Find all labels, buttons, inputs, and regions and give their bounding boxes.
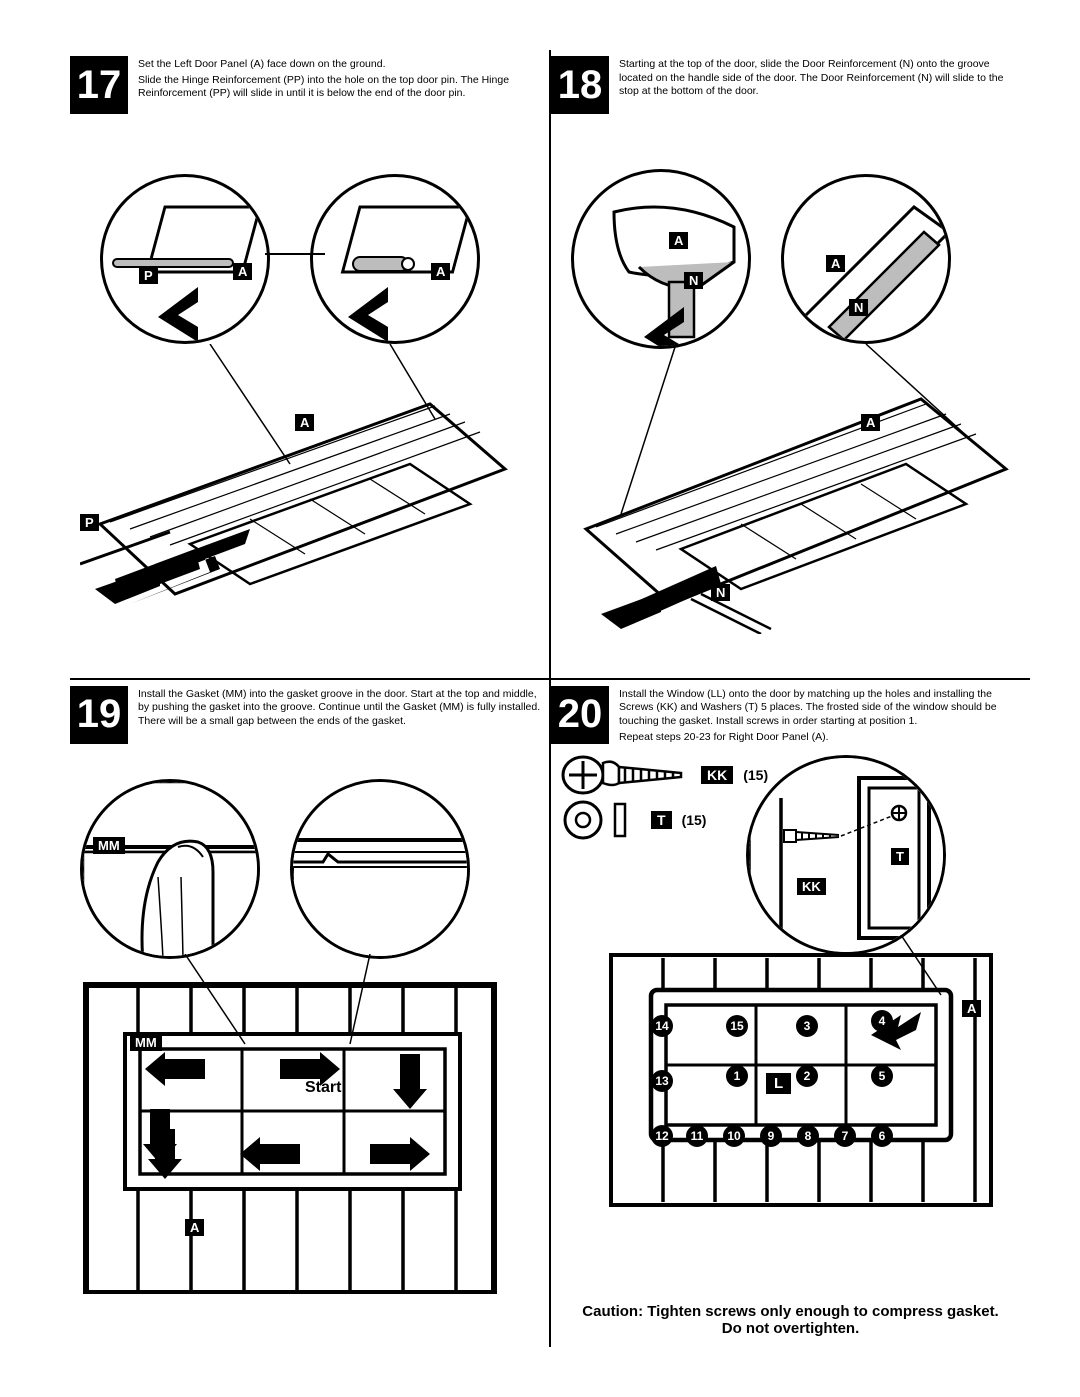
hardware-screw-row: KK (15) xyxy=(561,755,768,795)
step-19-header: 19 Install the Gasket (MM) into the gask… xyxy=(70,680,549,744)
detail-circle: T KK xyxy=(746,755,946,955)
pin-end-detail-svg xyxy=(313,177,480,344)
hardware-qty: (15) xyxy=(682,812,707,828)
start-label: Start xyxy=(305,1079,341,1097)
part-label: A xyxy=(962,1000,981,1017)
step-number: 17 xyxy=(70,56,128,114)
step-text-line: Slide the Hinge Reinforcement (PP) into … xyxy=(138,72,543,101)
step-18-panel: 18 Starting at the top of the door, slid… xyxy=(550,50,1030,679)
detail-circle: P A xyxy=(100,174,270,344)
part-label: N xyxy=(711,584,730,601)
step-18-illustration: A N A N xyxy=(551,114,1030,614)
part-label: T xyxy=(891,848,909,865)
step-18-header: 18 Starting at the top of the door, slid… xyxy=(551,50,1030,114)
step-text-block: Set the Left Door Panel (A) face down on… xyxy=(138,56,543,101)
order-dot: 15 xyxy=(726,1015,748,1037)
step-text-line: Install the Gasket (MM) into the gasket … xyxy=(138,686,543,729)
connector-line-svg xyxy=(265,244,325,264)
order-dot: 8 xyxy=(797,1125,819,1147)
caution-line: Do not overtighten. xyxy=(575,1320,1006,1337)
step-text-block: Starting at the top of the door, slide t… xyxy=(619,56,1024,99)
order-dot: 6 xyxy=(871,1125,893,1147)
part-label: N xyxy=(849,299,868,316)
pin-detail-svg xyxy=(103,177,270,344)
step-text-line: Set the Left Door Panel (A) face down on… xyxy=(138,56,543,72)
part-label: L xyxy=(766,1073,791,1094)
detail-circle: A xyxy=(310,174,480,344)
order-dot: 3 xyxy=(796,1015,818,1037)
order-dot: 9 xyxy=(760,1125,782,1147)
step-text-block: Install the Gasket (MM) into the gasket … xyxy=(138,686,543,729)
order-dot: 12 xyxy=(651,1125,673,1147)
part-label: A xyxy=(669,232,688,249)
hardware-label: T xyxy=(651,811,672,829)
order-dot: 1 xyxy=(726,1065,748,1087)
step-text-line: Install the Window (LL) onto the door by… xyxy=(619,686,1024,729)
part-label: N xyxy=(684,272,703,289)
order-dot: 13 xyxy=(651,1070,673,1092)
step-number: 20 xyxy=(551,686,609,744)
screw-install-svg xyxy=(749,758,946,955)
order-dot: 2 xyxy=(796,1065,818,1087)
hardware-qty: (15) xyxy=(743,767,768,783)
door-panel-iso-svg xyxy=(80,344,510,614)
hardware-label: KK xyxy=(701,766,733,784)
rail-detail-svg xyxy=(784,177,951,344)
door-panel-iso-svg xyxy=(561,344,1021,634)
step-17-panel: 17 Set the Left Door Panel (A) face down… xyxy=(70,50,550,679)
washer-icon xyxy=(561,800,641,840)
step-text-line: Repeat steps 20-23 for Right Door Panel … xyxy=(619,731,1024,745)
finger-gasket-svg xyxy=(83,782,260,959)
order-dot: 4 xyxy=(871,1010,893,1032)
order-dot: 11 xyxy=(686,1125,708,1147)
groove-close-svg xyxy=(293,782,470,959)
order-dot: 5 xyxy=(871,1065,893,1087)
step-text-line: Starting at the top of the door, slide t… xyxy=(619,56,1024,99)
detail-circle: A N xyxy=(781,174,951,344)
step-19-panel: 19 Install the Gasket (MM) into the gask… xyxy=(70,679,550,1348)
step-19-illustration: MM xyxy=(70,744,549,1284)
step-text-block: Install the Window (LL) onto the door by… xyxy=(619,686,1024,746)
screw-icon xyxy=(561,755,691,795)
order-dot: 7 xyxy=(834,1125,856,1147)
order-dot: 10 xyxy=(723,1125,745,1147)
order-dot: 14 xyxy=(651,1015,673,1037)
step-number: 18 xyxy=(551,56,609,114)
step-17-illustration: P A A xyxy=(70,114,549,614)
part-label: A xyxy=(826,255,845,272)
step-20-panel: 20 Install the Window (LL) onto the door… xyxy=(550,679,1030,1348)
detail-circle: A N xyxy=(571,169,751,349)
step-17-header: 17 Set the Left Door Panel (A) face down… xyxy=(70,50,549,114)
detail-circle: MM xyxy=(80,779,260,959)
part-label: MM xyxy=(130,1034,162,1051)
instruction-page: 17 Set the Left Door Panel (A) face down… xyxy=(0,0,1080,1397)
part-label: P xyxy=(80,514,99,531)
part-label: A xyxy=(861,414,880,431)
groove-detail-svg xyxy=(574,172,751,349)
part-label: A xyxy=(185,1219,204,1236)
part-label: A xyxy=(233,263,252,280)
step-number: 19 xyxy=(70,686,128,744)
caution-line: Caution: Tighten screws only enough to c… xyxy=(575,1303,1006,1320)
caution-text: Caution: Tighten screws only enough to c… xyxy=(575,1303,1006,1337)
detail-circle xyxy=(290,779,470,959)
part-label: KK xyxy=(797,878,826,895)
part-label: P xyxy=(139,267,158,284)
hardware-washer-row: T (15) xyxy=(561,800,706,840)
part-label: A xyxy=(431,263,450,280)
part-label: A xyxy=(295,414,314,431)
door-front-svg xyxy=(70,954,510,1294)
part-label: MM xyxy=(93,837,125,854)
step-20-header: 20 Install the Window (LL) onto the door… xyxy=(551,680,1030,746)
